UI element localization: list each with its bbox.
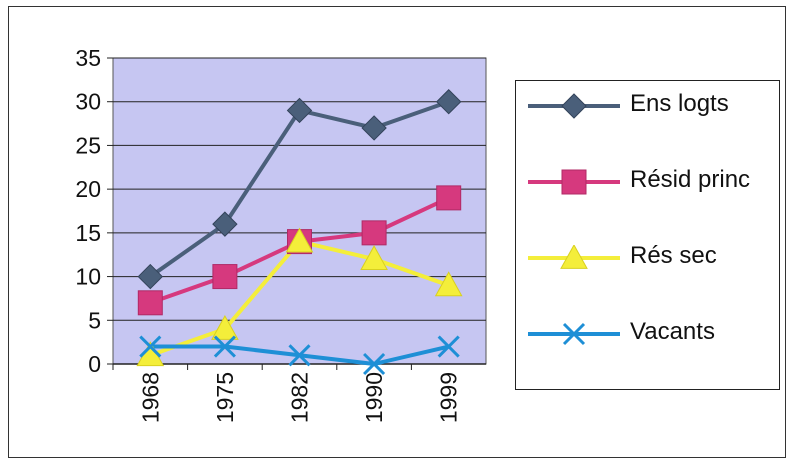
data-point: [212, 264, 238, 290]
x-tick-label: 1968: [137, 372, 163, 423]
y-tick-label: 30: [75, 89, 101, 115]
data-point: [288, 344, 311, 367]
legend-label: Résid princ: [630, 166, 751, 193]
data-point: [286, 97, 313, 124]
legend-label: Ens logts: [630, 90, 729, 117]
y-tick-label: 0: [88, 351, 101, 377]
legend-marker: [562, 322, 586, 346]
data-point: [212, 211, 238, 237]
x-tick-label: 1982: [287, 372, 313, 423]
legend-swatch-ens-logts: [528, 93, 620, 119]
y-tick-label: 5: [88, 307, 101, 333]
y-tick-label: 35: [75, 45, 101, 71]
y-tick-label: 25: [75, 132, 101, 158]
data-point: [211, 314, 239, 340]
data-point: [363, 352, 386, 376]
y-tick-label: 15: [75, 220, 101, 246]
legend: Ens logts Résid princ Rés sec Vacants: [515, 80, 780, 390]
data-point: [435, 89, 462, 115]
legend-label: Vacants: [630, 318, 715, 345]
x-tick-label: 1990: [361, 372, 387, 423]
data-point: [361, 115, 387, 141]
x-tick-label: 1975: [212, 372, 238, 423]
x-marker-stroke: [363, 352, 386, 376]
data-point: [434, 271, 463, 297]
legend-marker: [560, 245, 588, 269]
legend-label: Rés sec: [630, 242, 717, 269]
y-tick-label: 10: [75, 264, 101, 290]
data-point: [361, 220, 387, 246]
data-point: [360, 245, 388, 270]
legend-swatch-res-sec: [528, 245, 620, 269]
y-tick-label: 20: [75, 176, 101, 202]
data-point: [285, 227, 314, 253]
data-point: [137, 263, 164, 290]
legend-swatch-vacants: [528, 322, 620, 346]
data-point: [437, 335, 460, 358]
data-point: [436, 185, 462, 211]
x-marker-stroke: [437, 335, 460, 358]
legend-swatch-resid-princ: [528, 169, 620, 195]
x-tick-label: 1999: [436, 372, 462, 423]
data-point: [137, 290, 163, 316]
x-marker-stroke: [213, 335, 236, 358]
x-marker-stroke: [139, 335, 162, 358]
data-point: [213, 335, 236, 358]
data-point: [139, 335, 162, 358]
x-marker-stroke: [288, 344, 311, 367]
x-marker-stroke: [562, 322, 586, 346]
legend-marker: [561, 169, 587, 195]
legend-marker: [561, 93, 587, 119]
